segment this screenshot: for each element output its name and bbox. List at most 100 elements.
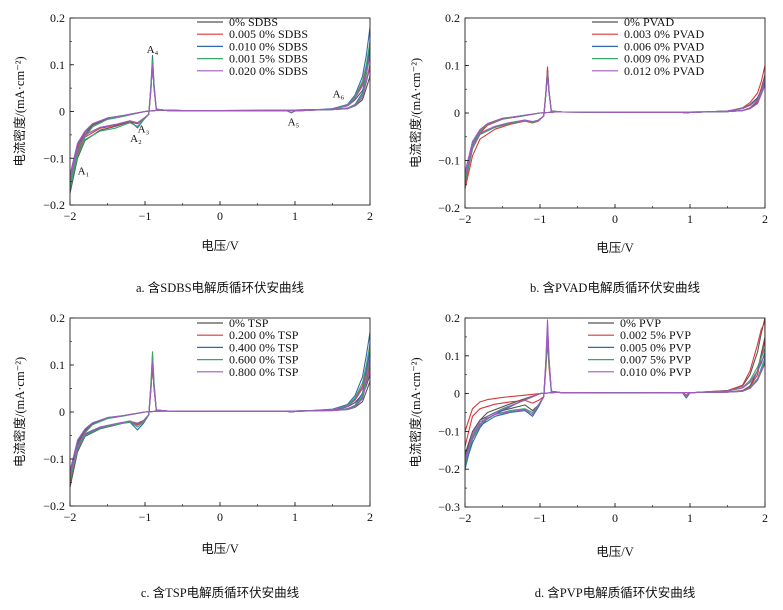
x-tick-label: −1: [534, 212, 547, 226]
y-axis-title: 电流密度/(mA·cm⁻²): [12, 56, 27, 166]
y-tick-label: 0.1: [445, 59, 460, 73]
y-tick-label: 0.2: [445, 11, 460, 25]
peak-annotation: A₅: [288, 117, 300, 129]
panel-caption: c. 含TSP电解质循环伏安曲线: [141, 585, 300, 600]
panel-caption: a. 含SDBS电解质循环伏安曲线: [136, 280, 305, 295]
chart-panel-a: −2 −1 0 1 2 −0.2 −0.1 0 0.1 0.2 电压/V 电流密度/(mA·cm⁻²)…: [12, 11, 373, 295]
x-tick-label: 0: [612, 212, 618, 226]
x-tick-label: 2: [367, 510, 373, 524]
chart-panel-c: −2 −1 0 1 2 −0.2 −0.1 0 0.1 0.2 电压/V 电流密度/(mA·cm⁻²)…: [12, 311, 373, 600]
x-tick-label: 2: [762, 212, 768, 226]
x-tick-label: −2: [64, 209, 77, 223]
y-tick-label: 0.1: [445, 349, 460, 363]
y-tick-label: 0: [454, 387, 460, 401]
x-tick-label: 0: [217, 510, 223, 524]
legend-label: 0.400 0% TSP: [229, 340, 299, 354]
legend-label: 0.010 0% SDBS: [229, 39, 308, 53]
x-tick-label: −1: [534, 511, 547, 525]
y-tick-label: −0.1: [43, 151, 65, 165]
y-tick-label: 0.1: [50, 58, 65, 72]
legend-label: 0.003 0% PVAD: [624, 27, 704, 41]
y-tick-label: 0: [454, 106, 460, 120]
y-tick-label: −0.2: [43, 499, 65, 513]
series-line-d-4: [465, 319, 765, 463]
panel-caption: d. 含PVP电解质循环伏安曲线: [535, 585, 696, 600]
y-tick-label: 0: [59, 105, 65, 119]
y-tick-label: −0.1: [43, 452, 65, 466]
legend-label: 0.009 0% PVAD: [624, 52, 704, 66]
chart-panel-b: −2 −1 0 1 2 −0.2 −0.1 0 0.1 0.2 电压/V 电流密度/(mA·cm⁻²)…: [408, 11, 768, 295]
peak-annotation: A₄: [147, 44, 159, 56]
y-axis-title: 电流密度/(mA·cm⁻²): [408, 58, 423, 168]
x-tick-label: −2: [459, 212, 472, 226]
legend-label: 0% TSP: [229, 316, 269, 330]
legend-label: 0.002 5% PVP: [620, 328, 691, 342]
x-axis-title: 电压/V: [596, 545, 634, 559]
panel-caption: b. 含PVAD电解质循环伏安曲线: [530, 280, 700, 295]
legend-label: 0.005 0% SDBS: [229, 27, 308, 41]
y-tick-label: −0.1: [438, 424, 460, 438]
x-tick-label: −1: [139, 510, 152, 524]
y-tick-label: −0.2: [438, 462, 460, 476]
y-axis-title: 电流密度/(mA·cm⁻²): [408, 357, 423, 467]
series-line-b-3: [465, 72, 765, 183]
x-tick-label: −2: [459, 511, 472, 525]
peak-annotation: A₆: [333, 88, 345, 100]
legend-label: 0.006 0% PVAD: [624, 39, 704, 53]
peak-annotation: A₂: [130, 133, 142, 145]
legend-label: 0% SDBS: [229, 15, 278, 29]
y-tick-label: −0.1: [438, 154, 460, 168]
x-tick-label: 1: [687, 511, 693, 525]
series-line-a-0: [70, 59, 370, 194]
y-tick-label: −0.2: [43, 198, 65, 212]
x-axis-title: 电压/V: [201, 239, 239, 253]
legend-label: 0.020 0% SDBS: [229, 64, 308, 78]
legend-label: 0% PVP: [620, 316, 661, 330]
peak-annotation: A₃: [138, 124, 150, 136]
y-tick-label: −0.2: [438, 201, 460, 215]
series-line-a-4: [70, 54, 370, 180]
series-line-c-4: [70, 357, 370, 476]
series-line-b-0: [465, 69, 765, 185]
series-line-b-1: [465, 64, 765, 190]
series-line-b-2: [465, 70, 765, 181]
x-tick-label: −2: [64, 510, 77, 524]
x-tick-label: 0: [612, 511, 618, 525]
series-line-d-3: [465, 334, 765, 466]
y-axis-title: 电流密度/(mA·cm⁻²): [12, 357, 27, 467]
x-tick-label: −1: [139, 209, 152, 223]
series-line-a-2: [70, 26, 370, 183]
y-tick-label: 0.2: [445, 311, 460, 325]
legend-label: 0.200 0% TSP: [229, 328, 299, 342]
legend-label: 0.012 0% PVAD: [624, 64, 704, 78]
x-tick-label: 1: [292, 510, 298, 524]
series-line-b-4: [465, 73, 765, 178]
legend-label: 0% PVAD: [624, 15, 674, 29]
x-tick-label: 2: [762, 511, 768, 525]
x-axis-title: 电压/V: [201, 542, 239, 556]
y-tick-label: −0.3: [438, 500, 460, 514]
legend-label: 0.800 0% TSP: [229, 365, 299, 379]
legend-label: 0.001 5% SDBS: [229, 52, 308, 66]
legend-label: 0.007 5% PVP: [620, 353, 691, 367]
x-tick-label: 2: [367, 209, 373, 223]
y-tick-label: 0.2: [50, 311, 65, 325]
legend-label: 0.600 0% TSP: [229, 353, 299, 367]
y-tick-label: 0: [59, 405, 65, 419]
chart-panel-d: −2 −1 0 1 2 −0.3 −0.2 −0.1 0 0.1 0.2 电压/V 电流密度/(mA·c…: [408, 311, 768, 600]
series-line-c-0: [70, 364, 370, 488]
series-line-d-0: [465, 318, 765, 459]
series-line-d-2: [465, 325, 765, 470]
series-line-c-2: [70, 331, 370, 479]
x-tick-label: 0: [217, 209, 223, 223]
y-tick-label: 0.2: [50, 11, 65, 25]
x-axis-title: 电压/V: [596, 241, 634, 255]
legend-label: 0.010 0% PVP: [620, 365, 691, 379]
y-tick-label: 0.1: [50, 358, 65, 372]
x-tick-label: 1: [292, 209, 298, 223]
series-line-d-1: [465, 321, 765, 448]
series-line-a-3: [70, 40, 370, 190]
legend-label: 0.005 0% PVP: [620, 340, 691, 354]
peak-annotation: A₁: [78, 166, 90, 178]
